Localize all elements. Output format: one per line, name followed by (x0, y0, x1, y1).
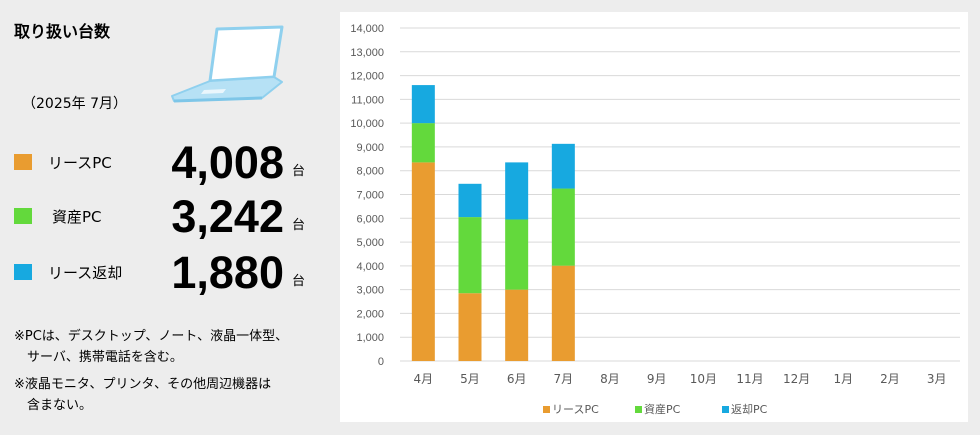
bar-segment (505, 162, 529, 220)
bar-segment (551, 188, 575, 266)
stat-label: リースPC (48, 154, 112, 172)
x-tick-label: 10月 (690, 372, 717, 386)
stat-value: 4,008 (171, 137, 284, 188)
legend-swatch (635, 406, 642, 413)
stat-row-asset-pc: 資産PC 3,242 台 (0, 192, 320, 242)
bar-segment (551, 143, 575, 189)
stat-label: リース返却 (48, 264, 123, 282)
bar-segment (411, 162, 435, 361)
stat-value: 1,880 (171, 247, 284, 298)
bar-segment (458, 183, 482, 218)
bar-segment (505, 289, 529, 361)
panel-title: 取り扱い台数 (14, 22, 111, 41)
lease-return-swatch (14, 264, 32, 280)
y-tick-label: 12,000 (350, 71, 384, 83)
y-tick-label: 7,000 (356, 190, 384, 202)
stat-value: 3,242 (171, 191, 284, 242)
legend-label: リースPC (552, 403, 599, 416)
bar-segment (458, 293, 482, 361)
x-tick-label: 2月 (880, 372, 900, 386)
y-tick-label: 8,000 (356, 166, 384, 178)
y-tick-label: 9,000 (356, 142, 384, 154)
note-line: ※液晶モニタ、プリンタ、その他周辺機器は (14, 377, 272, 392)
stacked-bar-chart: 0 1,000 2,000 3,000 4,000 5,000 6,000 7,000 8,00… (350, 23, 960, 416)
note-line: 含まない。 (14, 398, 93, 413)
y-tick-label: 11,000 (351, 94, 384, 106)
legend-label: 返却PC (731, 403, 768, 416)
x-tick-label: 8月 (600, 372, 620, 386)
summary-panel: 取り扱い台数 （2025年 7月） リースPC 4,008 台 資産PC 3,2… (0, 0, 335, 435)
y-tick-label: 14,000 (350, 23, 384, 35)
bar-segment (411, 123, 435, 163)
x-tick-label: 7月 (554, 372, 574, 386)
x-tick-label: 4月 (414, 372, 434, 386)
y-tick-label: 3,000 (356, 285, 384, 297)
chart-panel: 0 1,000 2,000 3,000 4,000 5,000 6,000 7,000 8,00… (340, 12, 968, 422)
y-tick-label: 5,000 (356, 237, 384, 249)
x-tick-label: 5月 (460, 372, 480, 386)
y-tick-label: 6,000 (356, 213, 384, 225)
asset-pc-swatch (14, 208, 32, 224)
stat-unit: 台 (292, 164, 306, 179)
bar-segment (505, 219, 529, 290)
bar-segment (458, 217, 482, 294)
legend-swatch (543, 406, 550, 413)
legend-label: 資産PC (644, 403, 681, 416)
bar-segment (411, 85, 435, 124)
period-label: （2025年 7月） (22, 96, 127, 112)
stat-unit: 台 (292, 218, 306, 233)
stat-row-lease-return: リース返却 1,880 台 (0, 248, 320, 298)
x-tick-label: 6月 (507, 372, 527, 386)
note-line: サーバ、携帯電話を含む。 (14, 350, 183, 365)
x-tick-label: 1月 (834, 372, 854, 386)
y-tick-label: 1,000 (356, 332, 384, 344)
stat-label: 資産PC (52, 208, 102, 226)
note-line: ※PCは、デスクトップ、ノート、液晶一体型、 (14, 329, 289, 344)
y-tick-label: 2,000 (356, 308, 384, 320)
y-tick-label: 0 (378, 356, 384, 368)
lease-pc-swatch (14, 154, 32, 170)
x-tick-label: 11月 (736, 372, 763, 386)
stat-unit: 台 (292, 274, 306, 289)
bar-segment (551, 265, 575, 361)
y-tick-label: 4,000 (356, 261, 384, 273)
x-tick-label: 3月 (927, 372, 947, 386)
x-tick-label: 12月 (783, 372, 810, 386)
legend-swatch (722, 406, 729, 413)
x-tick-label: 9月 (647, 372, 667, 386)
stat-row-lease-pc: リースPC 4,008 台 (0, 138, 320, 188)
laptop-icon (171, 25, 284, 103)
y-tick-label: 13,000 (350, 47, 384, 59)
y-tick-label: 10,000 (350, 118, 384, 130)
